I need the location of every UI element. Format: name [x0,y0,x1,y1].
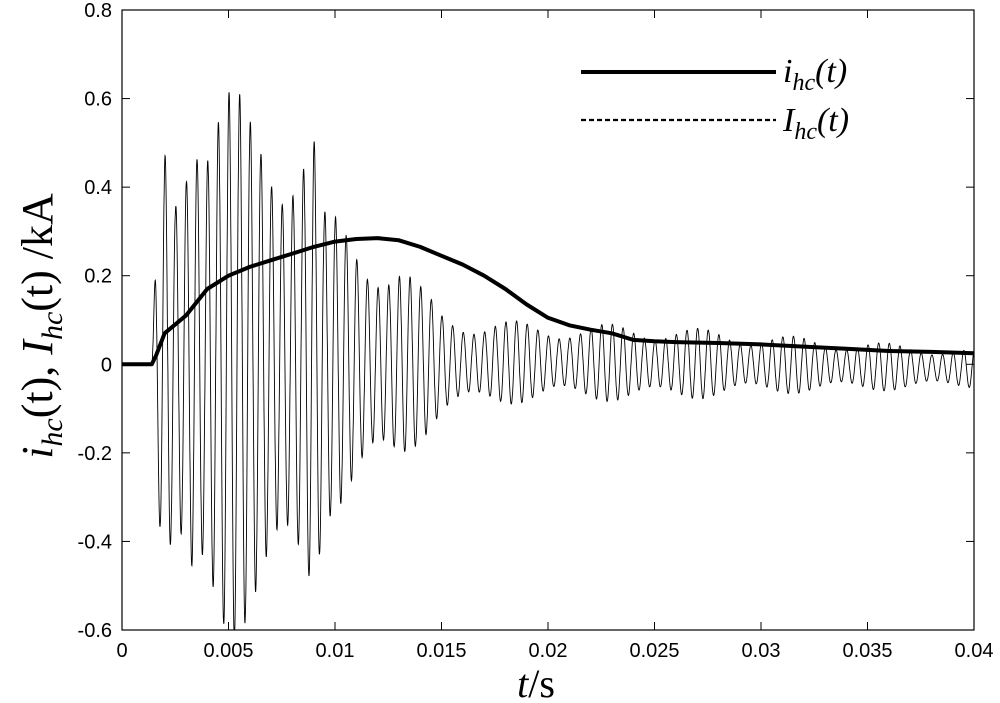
series-1-line [122,236,975,367]
y-tick-label: 0.8 [84,0,112,22]
xlabel-var: t [517,661,529,703]
legend-label-series-1: ihc(t) [783,53,847,96]
x-tick-label: 0.035 [842,640,892,662]
x-tick-label: 0.03 [742,640,781,662]
x-tick-label: 0.02 [529,640,568,662]
x-tick-label: 0.025 [629,640,679,662]
y-tick-label: 0 [101,354,112,376]
y-tick-label: 0.4 [84,177,112,199]
y-tick-label: -0.4 [78,531,112,553]
legend: ihc(t) Ihc(t) [581,53,849,145]
x-tick-label: 0.01 [316,640,355,662]
ylabel-part1-sub: hc [36,418,69,446]
ylabel-part1-base: i [13,447,62,459]
y-axis-label: ihc(t), Ihc(t) /kA [13,193,69,459]
ylabel-part2-base: I [13,338,62,356]
ylabel-part2-rest: (t) /kA [13,193,62,312]
x-tick-label: 0.04 [955,640,994,662]
y-tick-label: -0.2 [78,443,112,465]
x-axis-label: t/s [517,661,555,703]
x-tick-label: 0 [116,640,127,662]
xlabel-unit: /s [528,661,555,703]
y-tick-label: 0.2 [84,266,112,288]
x-axis-ticks: 0 0.005 0.01 0.015 0.02 0.025 0.03 0.035 0.04 [116,10,993,662]
series-2-line [122,92,975,631]
y-tick-label: 0.6 [84,89,112,111]
y-tick-label: -0.6 [78,620,112,642]
legend-label-series-2: Ihc(t) [782,102,849,145]
y-axis-ticks: -0.6 -0.4 -0.2 0 0.2 0.4 0.6 0.8 [78,0,974,642]
x-tick-label: 0.005 [203,640,253,662]
x-tick-label: 0.015 [416,640,466,662]
ylabel-part1-rest: (t), [13,355,62,419]
series-layer [122,92,975,631]
ylabel-part2-sub: hc [36,312,69,340]
